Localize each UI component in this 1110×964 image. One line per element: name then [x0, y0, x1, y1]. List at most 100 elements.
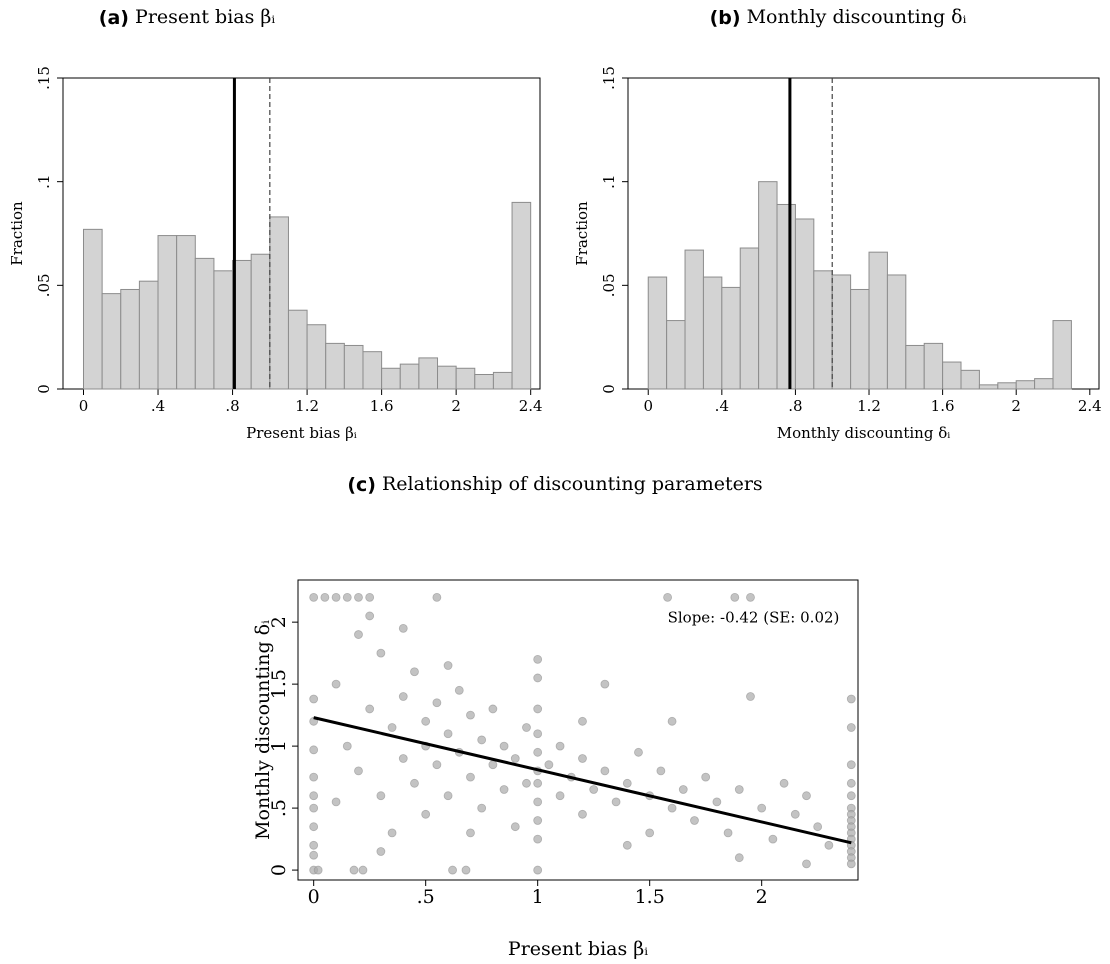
- point: [701, 772, 711, 782]
- point: [779, 778, 789, 788]
- point: [533, 865, 543, 875]
- bar: [269, 216, 289, 390]
- point: [746, 592, 755, 602]
- x-tick-label: .8: [225, 397, 239, 415]
- bar: [120, 288, 140, 390]
- point: [410, 667, 419, 677]
- point: [421, 716, 431, 726]
- panel-title: (b) Monthly discounting δᵢ: [710, 6, 967, 29]
- y-tick-label: 0: [600, 384, 618, 394]
- point: [723, 828, 733, 838]
- point: [622, 778, 632, 788]
- point: [600, 679, 610, 689]
- point: [690, 816, 699, 825]
- x-tick-label: .8: [788, 397, 802, 415]
- x-tick-label: 1.2: [295, 397, 319, 415]
- point: [533, 704, 543, 714]
- point: [309, 803, 319, 813]
- bar: [978, 384, 999, 390]
- y-tick-label: 0: [35, 384, 53, 394]
- y-tick-label: .05: [35, 273, 53, 297]
- point: [398, 623, 408, 633]
- bar: [399, 363, 420, 390]
- point: [349, 865, 359, 875]
- bar: [381, 367, 401, 390]
- panel-title-text: Monthly discounting δᵢ: [747, 6, 967, 28]
- point: [846, 760, 856, 770]
- point: [667, 716, 677, 726]
- point: [846, 791, 856, 801]
- point: [663, 592, 672, 602]
- point: [533, 747, 543, 757]
- y-tick-label: 2: [268, 616, 290, 628]
- bar: [362, 351, 383, 390]
- point: [342, 592, 352, 602]
- point: [622, 840, 632, 850]
- bar: [794, 218, 815, 390]
- point: [813, 822, 823, 832]
- point: [443, 661, 453, 670]
- bar: [776, 203, 796, 390]
- point: [432, 760, 442, 770]
- point: [499, 741, 509, 751]
- bar: [1034, 378, 1054, 390]
- point: [398, 754, 408, 763]
- bar: [325, 342, 345, 390]
- panel-tag: (a): [99, 7, 129, 29]
- point: [499, 785, 509, 794]
- x-tick-label: .5: [417, 886, 435, 908]
- point: [488, 760, 498, 770]
- point: [376, 847, 386, 856]
- y-axis-label: Fraction: [8, 201, 26, 266]
- bar: [831, 274, 852, 390]
- point: [533, 673, 543, 683]
- point: [365, 611, 375, 621]
- point: [342, 741, 352, 751]
- bar: [176, 235, 196, 390]
- y-tick-label: 0: [268, 864, 290, 876]
- fit-line: [313, 716, 852, 845]
- bar: [213, 270, 234, 390]
- point: [410, 778, 419, 788]
- x-tick-label: 2.4: [1078, 397, 1102, 415]
- point: [320, 592, 330, 602]
- point: [432, 592, 442, 602]
- point: [331, 797, 341, 807]
- point: [768, 834, 778, 844]
- point: [309, 592, 319, 602]
- x-tick-label: .4: [151, 397, 165, 415]
- bar: [758, 181, 778, 390]
- bar: [942, 361, 962, 390]
- annotation: Slope: -0.42 (SE: 0.02): [668, 608, 840, 626]
- point: [376, 791, 386, 801]
- point: [309, 694, 319, 704]
- point: [533, 834, 543, 844]
- x-axis-label: Monthly discounting δᵢ: [777, 424, 951, 442]
- point: [309, 772, 319, 782]
- bar: [739, 247, 760, 390]
- point: [387, 723, 397, 732]
- bar: [306, 324, 327, 390]
- bar: [1052, 320, 1072, 390]
- y-tick-label: .5: [268, 799, 290, 817]
- x-tick-label: 1.6: [370, 397, 394, 415]
- bar: [511, 201, 532, 390]
- point: [354, 592, 363, 602]
- x-tick-label: 1.6: [931, 397, 955, 415]
- point: [365, 592, 375, 602]
- point: [358, 865, 368, 875]
- y-tick-label: 1: [268, 740, 290, 752]
- point: [578, 716, 587, 726]
- bar: [702, 276, 723, 390]
- bar: [82, 228, 103, 390]
- point: [466, 710, 475, 720]
- point: [746, 692, 755, 701]
- x-tick-label: .4: [715, 397, 729, 415]
- bar: [418, 357, 439, 390]
- point: [454, 685, 464, 695]
- y-tick-label: .1: [600, 175, 618, 189]
- point: [802, 791, 811, 801]
- point: [533, 816, 543, 825]
- x-tick-label: 0: [79, 397, 89, 415]
- point: [448, 865, 457, 875]
